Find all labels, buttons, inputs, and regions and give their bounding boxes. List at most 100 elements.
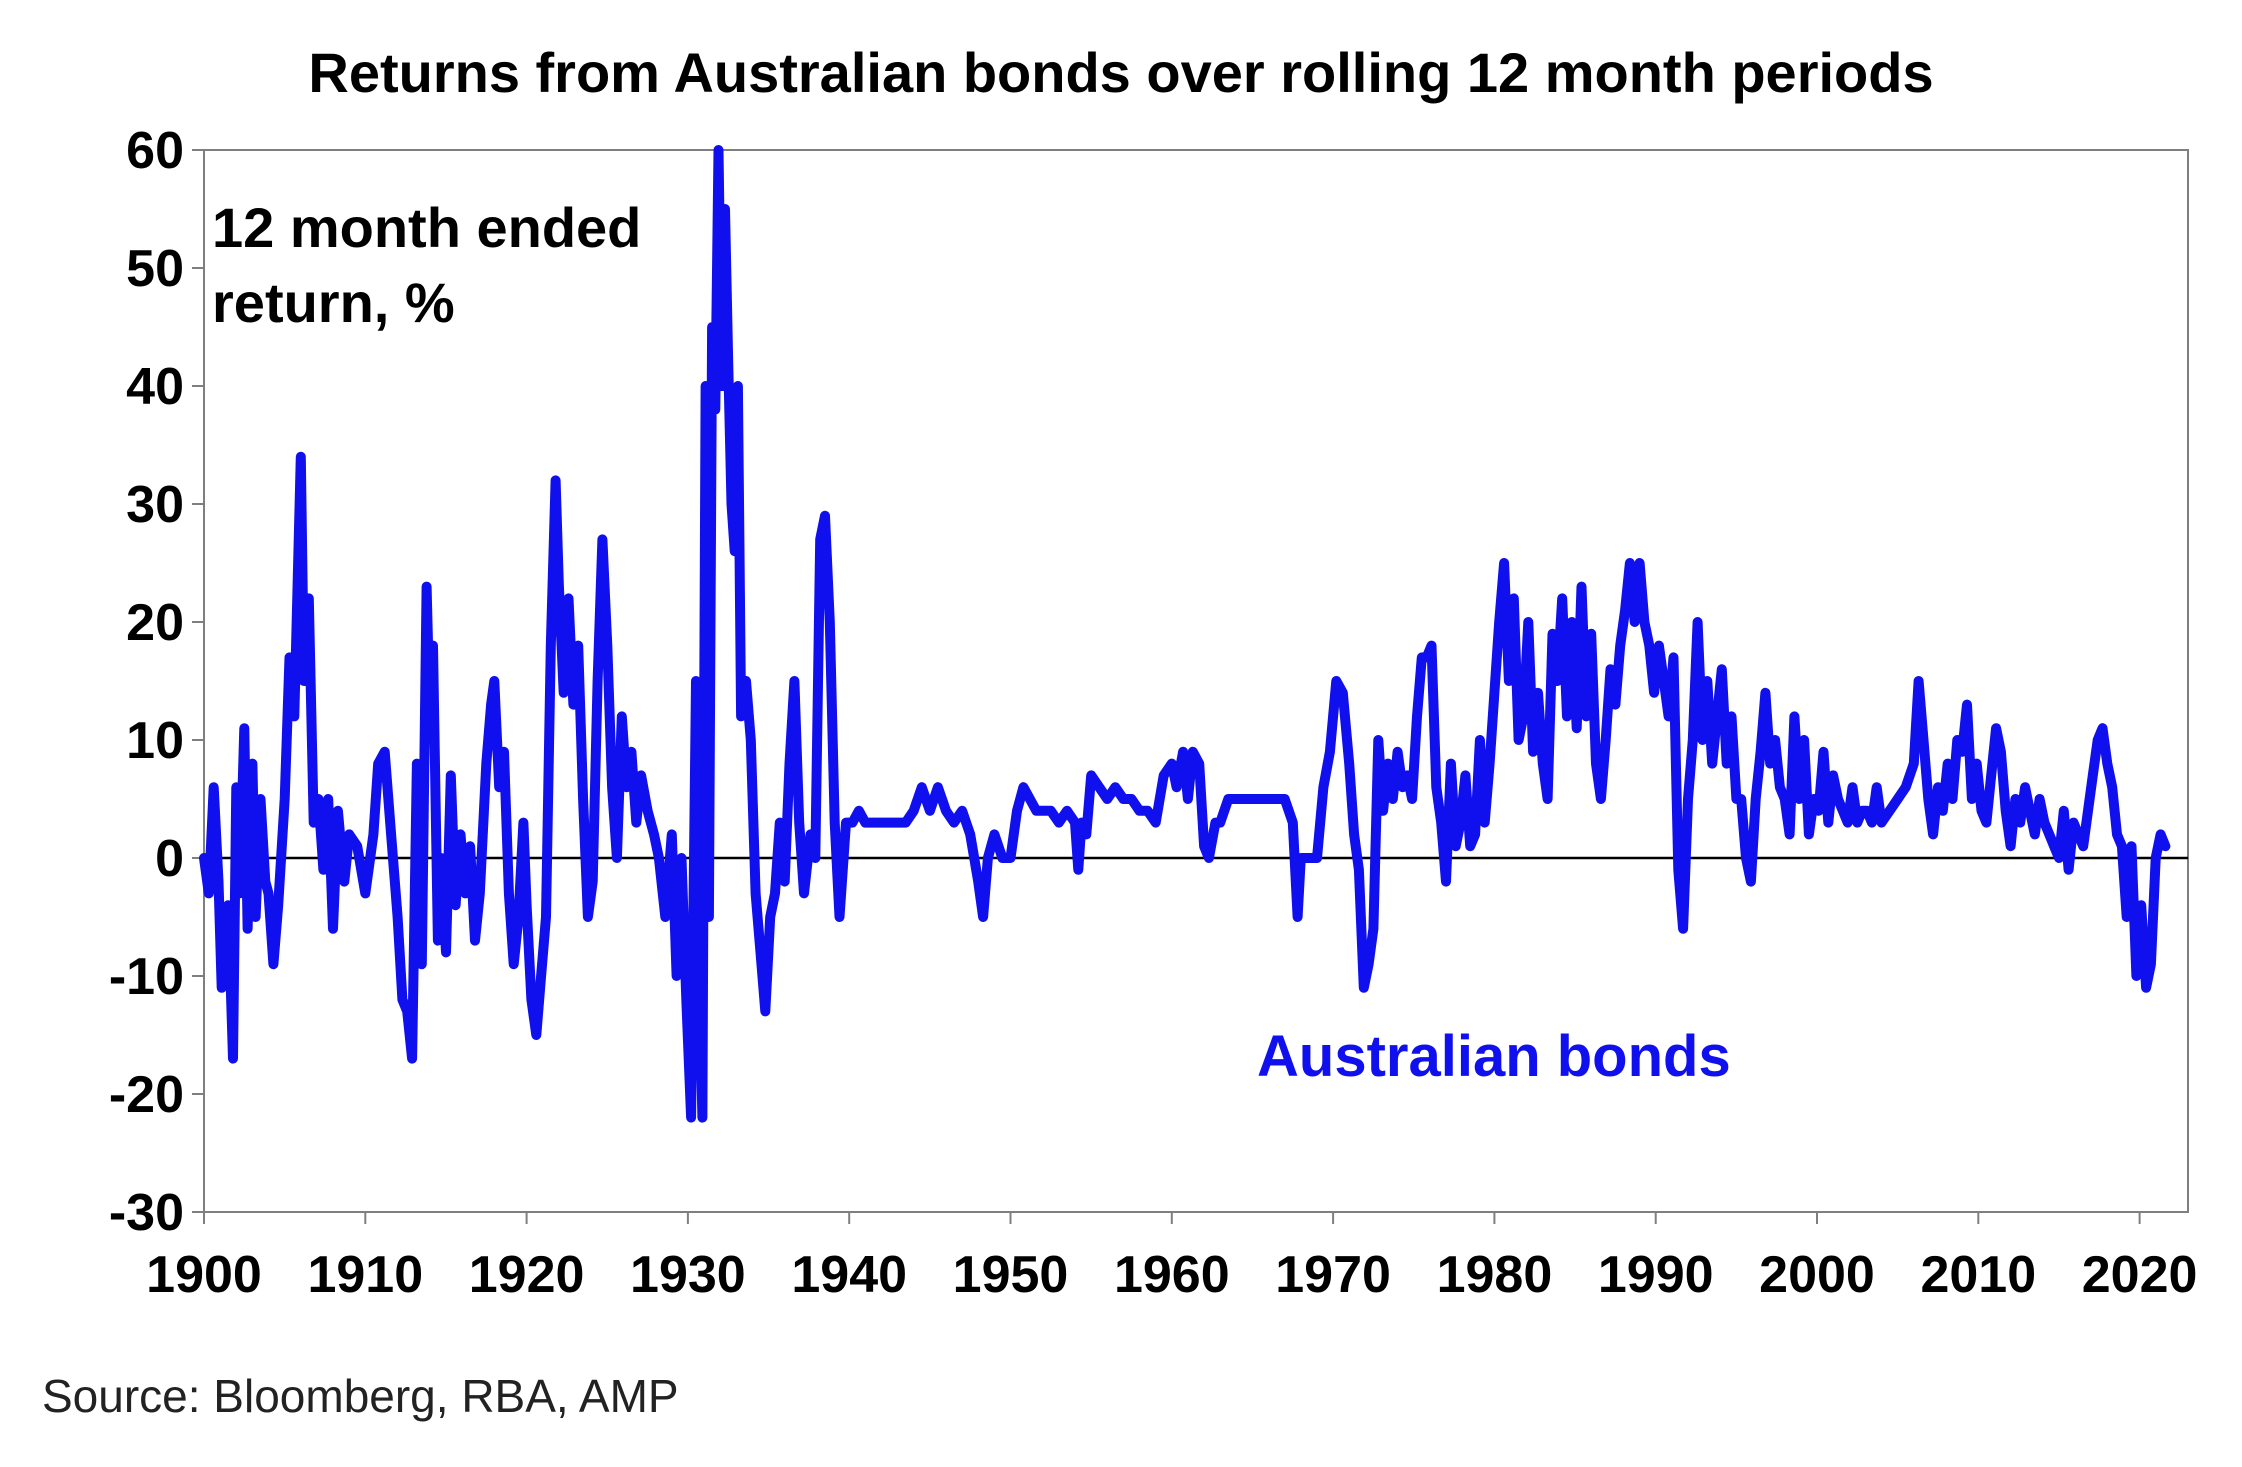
series-point [1708, 759, 1717, 768]
series-point [650, 830, 658, 839]
series-point [232, 783, 241, 792]
series-point [2132, 972, 2141, 980]
series-point [314, 795, 323, 803]
series-point [403, 1007, 412, 1016]
series-point [1804, 830, 1813, 839]
series-point [1216, 818, 1225, 827]
series-point [1722, 759, 1731, 768]
series-point [1679, 924, 1688, 933]
series-point [1038, 806, 1047, 815]
series-point [433, 936, 442, 945]
series-point [1761, 688, 1770, 697]
series-point [2055, 854, 2063, 862]
series-point [569, 700, 578, 709]
series-point [248, 759, 257, 768]
series-point [1977, 806, 1986, 815]
series-point [1790, 712, 1799, 721]
series-point [1446, 759, 1455, 768]
x-tick-label: 1980 [1437, 1246, 1553, 1304]
series-point [2045, 830, 2054, 839]
series-point [608, 783, 617, 792]
plot-area [203, 149, 2189, 1213]
series-point [1082, 830, 1091, 839]
series-point [1838, 806, 1847, 815]
series-point [1325, 747, 1334, 756]
series-point [983, 854, 992, 862]
series-point [1645, 641, 1654, 650]
series-point [637, 771, 646, 780]
series-point [437, 854, 446, 862]
series-point [2142, 983, 2151, 992]
series-point [1771, 736, 1780, 744]
series-point [1914, 677, 1923, 685]
series-point [269, 960, 278, 969]
y-tick-label: -30 [109, 1184, 184, 1242]
y-axis-label-line-2: return, % [212, 271, 455, 334]
series-point [917, 783, 926, 792]
series-point [1514, 736, 1523, 744]
series-point [1592, 759, 1600, 768]
series-point [451, 901, 460, 910]
series-point [780, 877, 789, 886]
series-point [324, 795, 333, 803]
series-point [527, 995, 536, 1004]
series-point [1843, 818, 1852, 827]
series-point [603, 641, 612, 650]
series-point [256, 795, 265, 803]
series-point [1451, 842, 1460, 851]
series-point [1616, 641, 1625, 650]
series-point [2006, 842, 2015, 851]
x-tick-label: 1920 [469, 1246, 585, 1304]
series-point [224, 901, 233, 910]
series-point [708, 323, 717, 331]
series-point [714, 146, 723, 154]
series-point [2001, 806, 2010, 815]
series-point [243, 924, 252, 933]
series-point [1863, 806, 1871, 815]
series-point [1635, 559, 1644, 567]
series-point [1183, 795, 1192, 803]
series-point [756, 948, 765, 957]
series-point [1640, 618, 1649, 626]
series-point [1393, 747, 1402, 756]
series-point [692, 677, 700, 685]
series-point [345, 830, 354, 839]
series-point [374, 759, 383, 768]
series-point [412, 759, 421, 768]
series-point [643, 806, 652, 815]
series-point [290, 712, 299, 721]
series-point [1992, 724, 2001, 733]
series-point [1475, 736, 1484, 744]
series-point [1829, 771, 1838, 780]
series-point [966, 830, 975, 839]
series-point [304, 594, 313, 603]
series-point [806, 830, 815, 839]
series-point [583, 913, 592, 921]
series-point [280, 795, 289, 803]
series-point [1543, 795, 1552, 803]
series-point [816, 535, 825, 544]
series-point [2050, 842, 2059, 851]
series-point [1664, 712, 1673, 721]
series-point [1188, 747, 1197, 756]
series-point [588, 877, 597, 886]
series-point [1432, 783, 1441, 792]
series-point [1650, 688, 1659, 697]
series-point [2088, 771, 2097, 780]
series-point [1751, 795, 1760, 803]
series-point [393, 913, 402, 921]
series-point [217, 983, 226, 992]
series-point [471, 936, 479, 945]
series-point [1495, 618, 1504, 626]
series-point [214, 877, 223, 886]
series-point [519, 818, 528, 827]
series-point [1151, 818, 1160, 827]
series-point [1442, 877, 1450, 886]
series-point [1967, 795, 1976, 803]
series-point [2137, 901, 2146, 910]
series-point [998, 854, 1007, 862]
series-point [1577, 582, 1586, 591]
series-point [617, 712, 626, 721]
series-point [687, 1113, 696, 1122]
